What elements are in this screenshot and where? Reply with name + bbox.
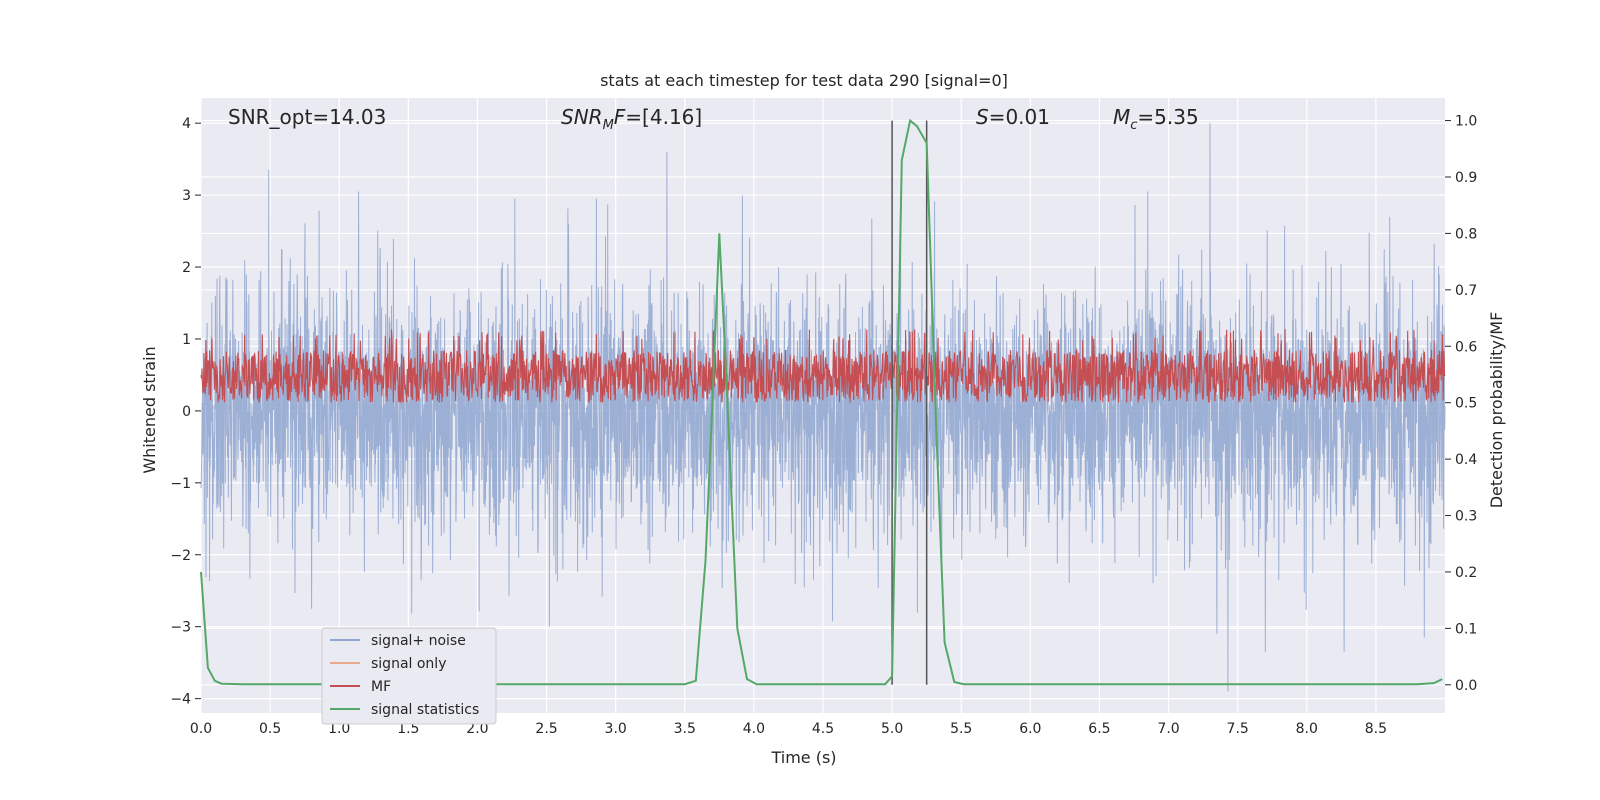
y-right-tick-label: 0.6 — [1455, 339, 1477, 355]
legend-label-mf: MF — [371, 679, 391, 695]
y-left-tick-label: −3 — [170, 620, 191, 636]
y-right-tick-label: 0.7 — [1455, 283, 1477, 299]
x-tick-label: 5.5 — [950, 721, 972, 737]
x-tick-label: 2.5 — [535, 721, 557, 737]
x-tick-label: 7.5 — [1227, 721, 1249, 737]
legend-box — [321, 627, 497, 725]
x-tick-label: 4.0 — [743, 721, 765, 737]
x-tick-label: 7.0 — [1157, 721, 1179, 737]
x-tick-label: 6.5 — [1088, 721, 1110, 737]
y-left-tick-label: −4 — [170, 692, 191, 708]
y-right-tick-label: 0.8 — [1455, 226, 1477, 242]
y-right-tick-label: 0.5 — [1455, 396, 1477, 412]
y-left-tick-label: 1 — [182, 332, 191, 348]
chart-title: stats at each timestep for test data 290… — [600, 71, 1008, 90]
mc-annotation: Mc=5.35 — [1113, 105, 1199, 133]
legend-label-signal-only: signal only — [371, 656, 446, 672]
x-tick-label: 6.0 — [1019, 721, 1041, 737]
snr-opt-annotation: SNR_opt=14.03 — [228, 105, 386, 129]
x-tick-label: 0.0 — [190, 721, 212, 737]
x-tick-label: 8.5 — [1365, 721, 1387, 737]
x-tick-label: 8.0 — [1296, 721, 1318, 737]
y-left-tick-label: 2 — [182, 260, 191, 276]
legend: signal+ noise signal only MF signal stat… — [321, 627, 497, 725]
y-left-tick-label: 4 — [182, 116, 191, 132]
x-tick-label: 4.5 — [812, 721, 834, 737]
y-left-tick-label: 0 — [182, 404, 191, 420]
y-right-tick-label: 0.0 — [1455, 678, 1477, 694]
y-left-tick-label: −1 — [170, 476, 191, 492]
x-tick-label: 0.5 — [259, 721, 281, 737]
x-tick-label: 1.5 — [397, 721, 419, 737]
y-right-tick-label: 0.2 — [1455, 565, 1477, 581]
y-right-tick-label: 0.3 — [1455, 509, 1477, 525]
series-signal-statistics — [200, 118, 1443, 686]
y-right-tick-label: 0.4 — [1455, 452, 1477, 468]
y-axis-label-right: Detection probability/MF — [1487, 312, 1506, 509]
x-tick-label: 2.0 — [466, 721, 488, 737]
y-left-tick-label: −2 — [170, 548, 191, 564]
y-axis-label-left: Whitened strain — [140, 346, 159, 473]
series-mf — [200, 329, 1446, 404]
y-right-tick-label: 0.1 — [1455, 621, 1477, 637]
y-right-tick-label: 1.0 — [1455, 114, 1477, 130]
y-left-tick-label: 3 — [182, 188, 191, 204]
x-tick-label: 3.0 — [605, 721, 627, 737]
legend-label-noise: signal+ noise — [371, 633, 466, 649]
x-tick-label: 5.0 — [881, 721, 903, 737]
x-tick-label: 3.5 — [674, 721, 696, 737]
x-tick-label: 1.0 — [328, 721, 350, 737]
series-signal-noise — [200, 123, 1446, 692]
s-annotation: S=0.01 — [976, 105, 1050, 129]
x-axis-label: Time (s) — [770, 748, 836, 767]
legend-label-stats: signal statistics — [371, 702, 479, 718]
snr-mf-annotation: SNRMF=[4.16] — [561, 105, 702, 133]
y-right-tick-label: 0.9 — [1455, 170, 1477, 186]
